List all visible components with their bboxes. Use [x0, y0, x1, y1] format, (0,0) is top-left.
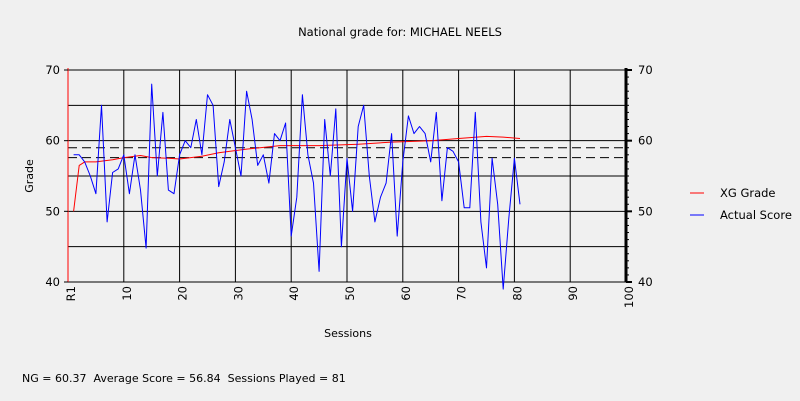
- legend-label: XG Grade: [720, 186, 776, 200]
- x-tick-label: 70: [455, 286, 469, 301]
- legend-label: Actual Score: [720, 208, 792, 222]
- y-tick-label-left: 60: [45, 134, 60, 148]
- x-tick-label: 20: [176, 286, 190, 301]
- x-tick-label: 60: [399, 286, 413, 301]
- y-tick-label-left: 40: [45, 275, 60, 289]
- summary-stats: NG = 60.37 Average Score = 56.84 Session…: [22, 372, 346, 385]
- x-tick-label: 10: [120, 286, 134, 301]
- x-axis-label: Sessions: [324, 327, 372, 340]
- y-tick-label-left: 50: [45, 204, 60, 218]
- y-tick-label-right: 60: [638, 134, 653, 148]
- x-tick-label: 100: [622, 286, 636, 308]
- y-tick-label-right: 50: [638, 204, 653, 218]
- x-tick-label: 40: [287, 286, 301, 301]
- x-tick-label: R1: [64, 286, 78, 301]
- chart-title: National grade for: MICHAEL NEELS: [298, 25, 502, 39]
- x-tick-label: 80: [510, 286, 524, 301]
- series-line-actual-score: [73, 83, 521, 290]
- plot-area: 40 50 60 70 40 50 60 70 R1 10 20 30 40 50 60 70 80 90 100: [45, 63, 652, 308]
- x-tick-label: 90: [566, 286, 580, 301]
- x-tick-label: 30: [231, 286, 245, 301]
- legend: XG Grade Actual Score: [690, 186, 792, 222]
- y-tick-label-right: 40: [638, 275, 653, 289]
- y-tick-label-right: 70: [638, 63, 653, 77]
- y-axis-label: Grade: [23, 159, 36, 193]
- x-tick-label: 50: [343, 286, 357, 301]
- y-tick-label-left: 70: [45, 63, 60, 77]
